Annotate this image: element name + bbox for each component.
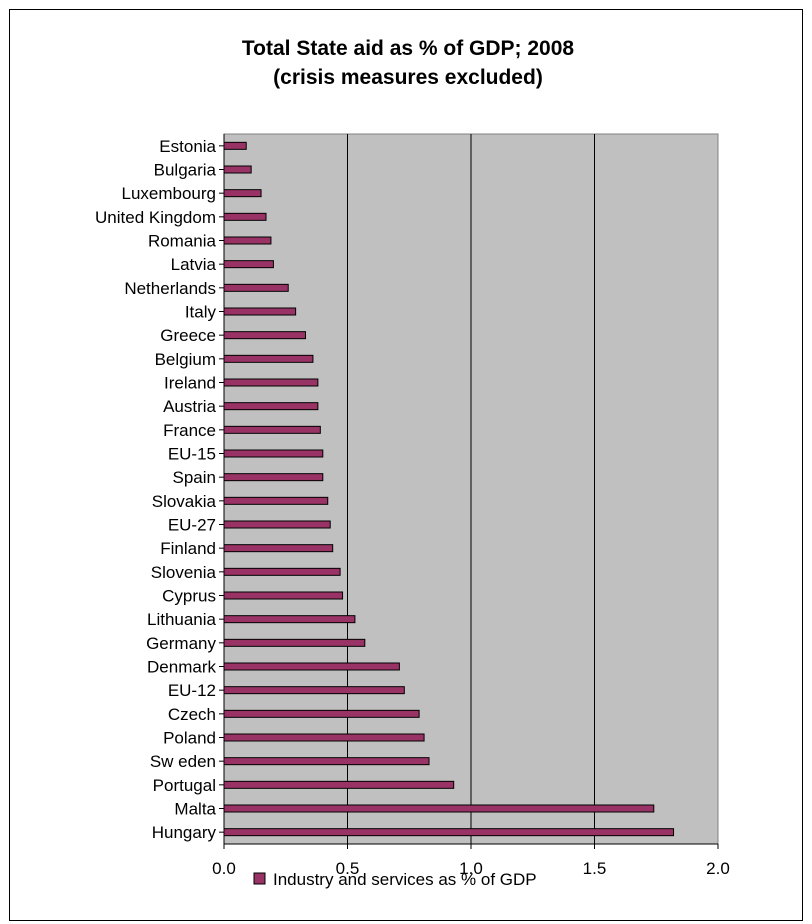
bar (223, 544, 334, 553)
category-label: Denmark (147, 658, 216, 677)
bar (223, 449, 324, 458)
category-label: Luxembourg (121, 184, 216, 203)
category-label: Slovakia (152, 492, 217, 511)
category-label: Malta (174, 800, 216, 819)
category-label: Portugal (153, 776, 216, 795)
category-label: Slovenia (151, 563, 217, 582)
category-label: Poland (163, 729, 216, 748)
x-tick-label: 1.5 (583, 859, 607, 878)
category-label: Germany (146, 634, 216, 653)
x-tick-label: 0.0 (212, 859, 236, 878)
bar (223, 165, 252, 174)
category-label: EU-12 (168, 681, 216, 700)
category-label: Cyprus (162, 587, 216, 606)
bar (223, 331, 307, 340)
bar (223, 615, 356, 624)
bar (223, 828, 675, 837)
x-tick-label: 2.0 (706, 859, 730, 878)
category-label: Ireland (164, 374, 216, 393)
x-tick-label: 0.5 (336, 859, 360, 878)
category-label: Italy (185, 303, 217, 322)
category-label: Finland (160, 539, 216, 558)
category-label: EU-15 (168, 445, 216, 464)
bar (223, 189, 262, 198)
category-label: Lithuania (147, 610, 217, 629)
category-label: Bulgaria (154, 161, 217, 180)
category-label: Greece (160, 326, 216, 345)
chart-title-line-1: Total State aid as % of GDP; 2008 (242, 37, 575, 60)
category-label: Estonia (159, 137, 216, 156)
bar (223, 378, 319, 387)
category-label: Sw eden (150, 752, 216, 771)
bar (223, 402, 319, 411)
bar (223, 780, 455, 789)
bar (223, 425, 321, 434)
category-label: Latvia (171, 255, 217, 274)
category-label: Austria (163, 397, 216, 416)
category-label: France (163, 421, 216, 440)
gridlines (347, 134, 595, 844)
chart-title-line-2: (crisis measures excluded) (273, 66, 543, 89)
category-label: Romania (148, 232, 217, 251)
legend-swatch (253, 872, 266, 885)
bar (223, 236, 272, 245)
bar (223, 567, 341, 576)
bar (223, 662, 400, 671)
category-label: Spain (173, 468, 216, 487)
bar (223, 283, 289, 292)
bar (223, 709, 420, 718)
bar (223, 638, 366, 647)
bars (223, 141, 675, 837)
category-label: EU-27 (168, 516, 216, 535)
bar (223, 686, 405, 695)
category-label: Hungary (152, 823, 217, 842)
bar (223, 354, 314, 363)
bar (223, 733, 425, 742)
bar (223, 473, 324, 482)
x-tick-label: 1.0 (459, 859, 483, 878)
axes: 0.0 0.5 1.0 1.5 2.0 Estonia Bulgaria Luxembourg… (95, 134, 730, 878)
legend-label: Industry and services as % of GDP (273, 870, 537, 889)
category-label: Netherlands (124, 279, 216, 298)
legend: Industry and services as % of GDP (253, 870, 537, 889)
bar (223, 212, 267, 221)
bar (223, 260, 274, 269)
bar (223, 520, 331, 529)
bar (223, 757, 430, 766)
bar (223, 307, 297, 316)
category-label: Czech (168, 705, 216, 724)
bar (223, 804, 655, 813)
bar (223, 591, 344, 600)
bar (223, 496, 329, 505)
category-label: Belgium (155, 350, 216, 369)
category-label: United Kingdom (95, 208, 216, 227)
bar (223, 141, 247, 150)
